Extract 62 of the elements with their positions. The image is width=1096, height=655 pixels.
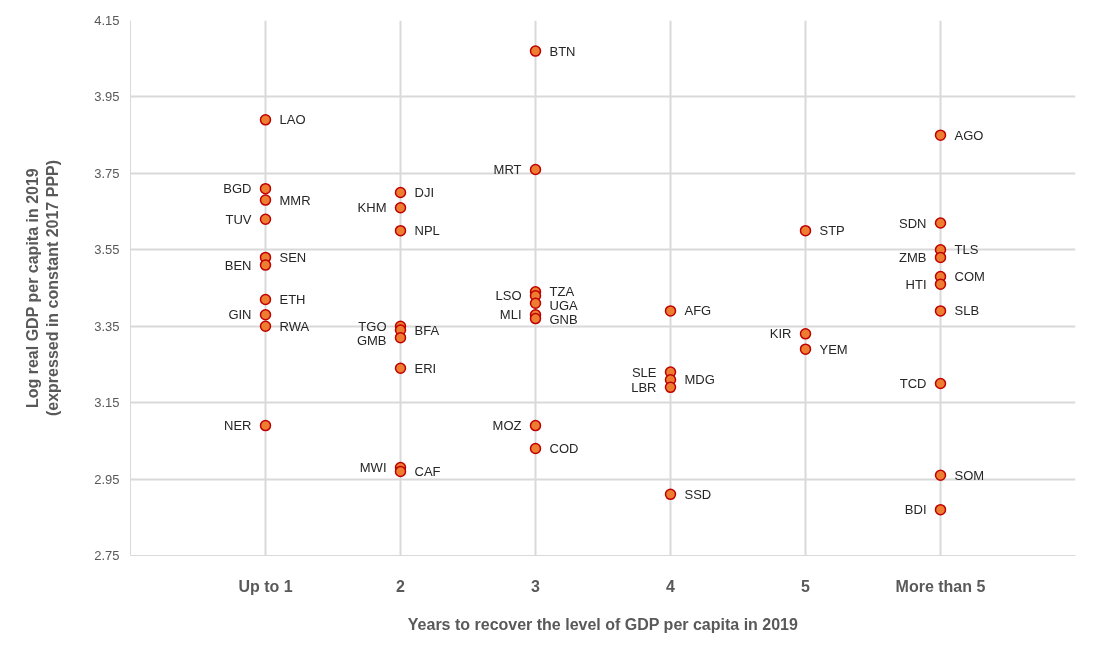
annotation: BFA <box>414 322 440 338</box>
annotation: BGD <box>223 181 252 197</box>
x-tick-label: Up to 1 <box>238 577 293 595</box>
y-tick-label: 2.95 <box>94 471 120 487</box>
annotation: COD <box>549 441 579 456</box>
annotation: BDI <box>904 502 927 518</box>
annotation: ETH <box>279 291 306 307</box>
annotation: TUV <box>225 211 252 227</box>
x-tick-label: More than 5 <box>895 577 986 595</box>
annotation: SOM <box>954 467 985 483</box>
x-tick-label: 5 <box>801 577 811 595</box>
annotation: UGA <box>549 298 578 314</box>
y-tick-label: 3.35 <box>94 318 120 334</box>
annotation: MRT <box>493 162 522 178</box>
annotation: GIN <box>228 307 252 323</box>
x-tick-label: 3 <box>531 577 541 595</box>
annotation: GNB <box>549 312 578 328</box>
y-axis-title: Log real GDP per capita in 2019 (expressed in constant 2017 PPP) <box>23 159 62 417</box>
x-tick-label: 2 <box>396 577 406 595</box>
annotation: AGO <box>954 127 984 143</box>
x-axis-title: Years to recover the level of GDP per capita in 2019 <box>407 615 799 633</box>
annotation: RWA <box>279 318 310 334</box>
annotation: TCD <box>899 376 927 392</box>
annotation: STP <box>819 223 845 239</box>
annotation: SDN <box>899 215 927 231</box>
annotation: LSO <box>495 288 522 304</box>
annotation: CAF <box>414 463 441 479</box>
annotation: MLI <box>499 307 522 323</box>
annotation: BEN <box>224 257 252 273</box>
annotation: SLB <box>954 303 980 319</box>
annotation: HTI <box>905 276 927 292</box>
annotation: AFG <box>684 303 712 319</box>
annotation: TZA <box>549 284 575 300</box>
annotation: GMB <box>356 332 387 348</box>
annotation: SSD <box>684 486 712 502</box>
annotation: SEN <box>279 249 307 265</box>
annotation: SLE <box>631 364 657 380</box>
annotation: KHM <box>357 200 387 216</box>
annotation: KIR <box>769 326 792 342</box>
annotation: NER <box>224 418 252 434</box>
annotation: TLS <box>954 242 979 258</box>
annotation: ZMB <box>899 249 927 265</box>
annotation: MOZ <box>492 418 522 434</box>
annotation: LAO <box>279 112 306 128</box>
annotation: ERI <box>414 360 437 376</box>
y-tick-label: 3.95 <box>94 89 120 105</box>
annotation: MWI <box>359 460 387 476</box>
annotation: TGO <box>358 318 387 334</box>
annotation: COM <box>954 269 985 285</box>
annotation: YEM <box>819 341 848 357</box>
annotation: BTN <box>549 43 576 59</box>
annotation: NPL <box>414 223 440 239</box>
y-tick-label: 2.75 <box>94 548 120 563</box>
annotation: MMR <box>279 192 311 208</box>
y-tick-label: 4.15 <box>94 13 120 28</box>
x-tick-label: 4 <box>666 577 676 595</box>
y-tick-label: 3.75 <box>94 165 120 181</box>
annotation: MDG <box>684 372 715 388</box>
annotation: DJI <box>414 184 434 200</box>
annotation: LBR <box>631 379 657 395</box>
y-tick-label: 3.55 <box>94 242 120 258</box>
y-tick-label: 3.15 <box>94 395 120 411</box>
